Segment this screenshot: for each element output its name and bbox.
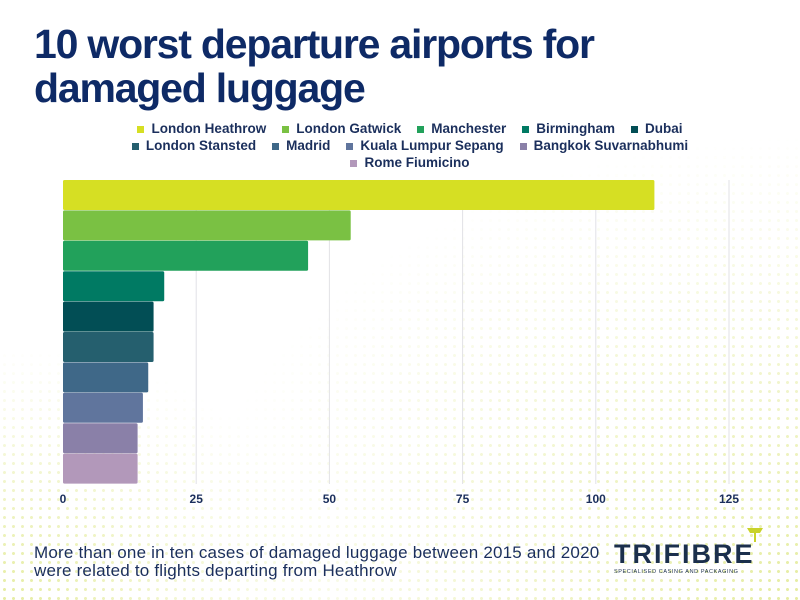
legend-item: Bangkok Suvarnabhumi [519,138,689,154]
chart-title: 10 worst departure airports for damaged … [34,21,595,111]
legend-swatch [417,125,425,133]
bar-chart: 0 25 50 75 100 125 [60,180,739,506]
legend-label: Rome Fiumicino [364,155,470,170]
legend-swatch [350,159,358,167]
legend-label: Bangkok Suvarnabhumi [533,138,689,153]
bar [63,301,154,332]
bar [63,240,309,271]
legend: London Heathrow London Gatwick Manchester B… [70,121,750,171]
x-tick-label: 75 [456,492,470,506]
legend-item: Rome Fiumicino [350,155,470,171]
x-tick-label: 50 [323,492,337,506]
bar [63,210,351,241]
logo-name: TRIFIBRE [614,539,755,569]
legend-item: London Gatwick [282,121,401,137]
legend-label: London Heathrow [151,121,267,136]
legend-swatch [137,125,145,133]
legend-item: London Stansted [131,138,257,154]
legend-label: Kuala Lumpur Sepang [360,138,504,153]
bar [63,271,165,302]
legend-item: Dubai [631,121,683,137]
x-tick-label: 100 [586,492,606,506]
bar [63,392,143,423]
bar [63,423,138,454]
bar [63,180,655,210]
x-tick-label: 125 [719,492,739,506]
legend-item: Manchester [417,121,506,137]
legend-label: Manchester [431,121,507,136]
legend-swatch [282,125,290,133]
logo-mark-icon [747,528,763,542]
legend-label: Dubai [645,121,683,136]
legend-label: Madrid [286,138,331,153]
bar [63,362,149,393]
legend-swatch [522,125,530,133]
legend-swatch [272,142,280,150]
legend-item: London Heathrow [137,121,266,137]
legend-swatch [346,142,354,150]
bar [63,332,154,362]
logo-tagline: SPECIALISED CASING AND PACKAGING [614,569,739,575]
legend-item: Birmingham [522,121,615,137]
legend-label: London Stansted [145,138,257,153]
legend-item: Madrid [272,138,330,154]
legend-label: London Gatwick [296,121,402,136]
trifibre-logo: TRIFIBRE SPECIALISED CASING AND PACKAGIN… [614,540,764,576]
bar [63,453,138,484]
legend-label: Birmingham [536,121,616,136]
caption: More than one in ten cases of damaged lu… [34,543,600,580]
x-tick-label: 25 [190,492,204,506]
legend-swatch [519,142,527,150]
legend-item: Kuala Lumpur Sepang [346,138,504,154]
legend-swatch [631,125,639,133]
x-tick-label: 0 [60,492,67,506]
legend-swatch [131,142,139,150]
